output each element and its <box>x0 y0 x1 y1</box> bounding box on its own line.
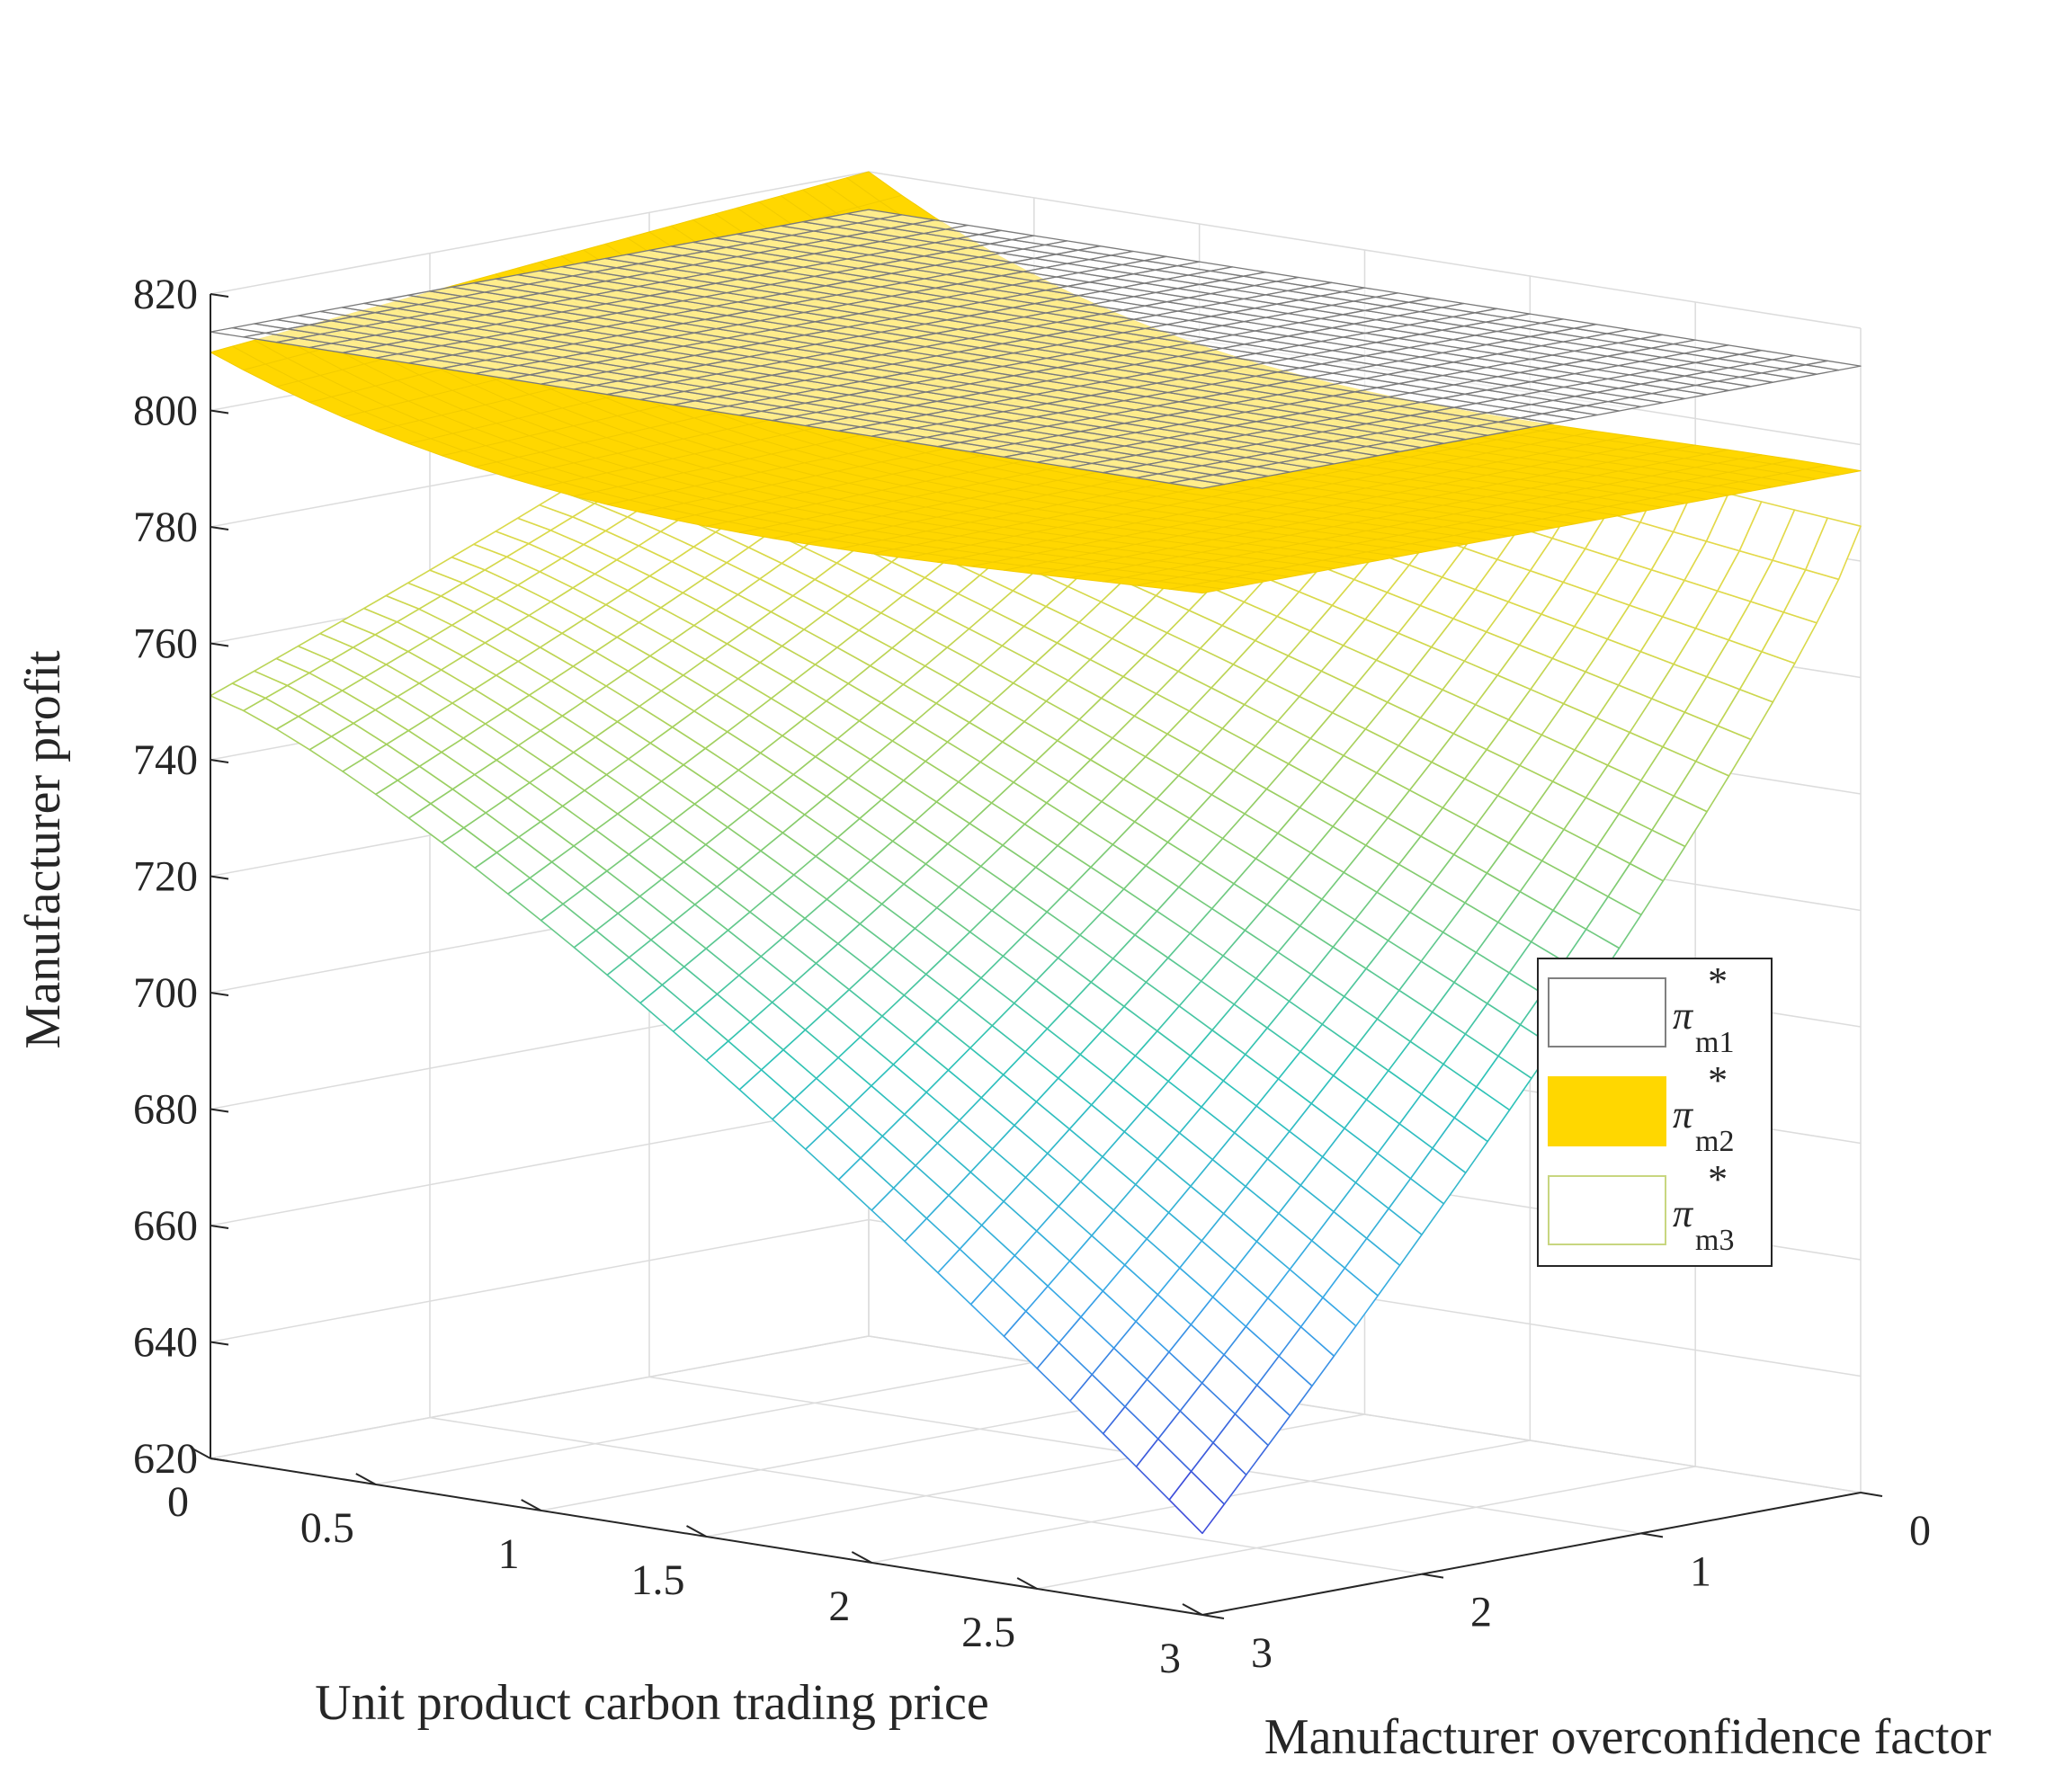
z-tick-label: 760 <box>133 620 198 668</box>
z-tick-label: 800 <box>133 388 198 435</box>
z-tick-mark <box>210 409 229 415</box>
z-tick-mark <box>210 293 229 298</box>
x-tick-mark <box>851 1551 872 1564</box>
mesh-cell <box>1805 517 1862 581</box>
z-tick-label: 740 <box>133 736 198 784</box>
y-tick-mark <box>1860 1492 1883 1497</box>
z-tick-mark <box>210 759 229 763</box>
y-tick-label: 0 <box>1909 1507 1931 1555</box>
surface-pi-m1 <box>210 209 1862 489</box>
y-tick-mark <box>1421 1573 1444 1579</box>
z-tick-mark <box>210 526 229 530</box>
x-tick-mark <box>1016 1577 1038 1590</box>
x-tick-mark <box>686 1525 707 1538</box>
legend-swatch-m3 <box>1548 1175 1666 1245</box>
z-axis-title: Manufacturer profit <box>15 650 71 1049</box>
legend-superscript: * <box>1706 959 1726 1003</box>
z-tick-mark <box>210 992 229 996</box>
legend-swatch-m1 <box>1548 977 1666 1047</box>
grid-line <box>210 171 870 295</box>
z-tick-mark <box>210 1108 229 1113</box>
surface-meshes <box>210 171 1862 1535</box>
grid-line <box>1037 1466 1696 1590</box>
z-tick-mark <box>210 642 229 647</box>
x-tick-label: 1.5 <box>631 1556 685 1604</box>
legend-label-m3: π <box>1673 1191 1694 1235</box>
x-tick-mark <box>190 1447 211 1459</box>
z-tick-label: 680 <box>133 1086 198 1134</box>
y-axis-title: Manufacturer overconfidence factor <box>1264 1709 1992 1765</box>
grid-line <box>375 1361 1034 1485</box>
legend-subscript: m3 <box>1695 1224 1734 1257</box>
floor-grid <box>210 1335 1862 1616</box>
x-tick-label: 0 <box>167 1478 189 1526</box>
z-tick-label: 620 <box>133 1435 198 1483</box>
x-tick-label: 1 <box>498 1530 520 1578</box>
x-tick-label: 2.5 <box>961 1609 1015 1656</box>
y-tick-mark <box>1640 1532 1664 1538</box>
legend-superscript: * <box>1706 1058 1726 1102</box>
x-tick-label: 2 <box>828 1582 850 1630</box>
x-tick-mark <box>355 1473 377 1485</box>
x-tick-mark <box>521 1499 542 1511</box>
z-tick-label: 780 <box>133 504 198 551</box>
mesh-cell <box>1805 464 1862 476</box>
legend: π*m1π*m2π*m3 <box>1537 958 1773 1267</box>
z-tick-mark <box>210 1225 229 1229</box>
grid-line <box>210 1102 870 1226</box>
z-axis-ticks: 620 640 660 680 700 720 740 760 780 800 820 <box>133 271 229 1483</box>
z-tick-label: 700 <box>133 969 198 1017</box>
z-tick-label: 640 <box>133 1319 198 1367</box>
y-axis-ticks: 0 1 2 3 <box>1201 1492 1931 1677</box>
x-tick-label: 0.5 <box>300 1504 354 1552</box>
z-tick-label: 660 <box>133 1202 198 1250</box>
legend-label-m2: π <box>1673 1092 1694 1137</box>
z-tick-label: 820 <box>133 271 198 318</box>
x-tick-label: 3 <box>1159 1635 1181 1682</box>
y-tick-label: 1 <box>1690 1547 1711 1595</box>
y-tick-label: 3 <box>1251 1629 1273 1677</box>
legend-subscript: m2 <box>1695 1125 1734 1158</box>
grid-line <box>429 1416 1423 1575</box>
legend-subscript: m1 <box>1695 1026 1734 1059</box>
legend-label-m1: π <box>1673 994 1694 1038</box>
y-tick-label: 2 <box>1470 1589 1492 1636</box>
z-tick-mark <box>210 1458 229 1462</box>
grid-line <box>210 1218 870 1343</box>
x-tick-mark <box>1182 1603 1203 1616</box>
y-tick-mark <box>1201 1614 1225 1619</box>
legend-superscript: * <box>1706 1157 1726 1201</box>
z-tick-label: 720 <box>133 853 198 901</box>
x-axis-ticks: 0 0.5 1 1.5 2 2.5 3 <box>167 1447 1203 1682</box>
z-tick-mark <box>210 875 229 880</box>
grid-line <box>210 1335 870 1459</box>
y-axis-line <box>1201 1492 1862 1616</box>
z-tick-mark <box>210 1341 229 1346</box>
legend-swatch-m2 <box>1548 1076 1666 1146</box>
mesh-cell <box>1805 360 1862 371</box>
x-axis-title: Unit product carbon trading price <box>315 1675 989 1731</box>
